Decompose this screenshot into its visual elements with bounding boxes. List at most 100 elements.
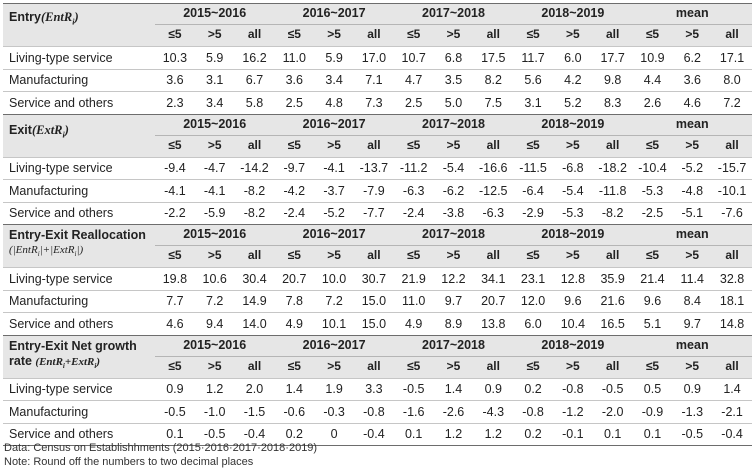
table-row: Service and others -2.2 -5.9 -8.2 -2.4 -5.2-…: [3, 201, 752, 225]
table-cell: 0.2: [285, 427, 303, 442]
table-cell: 12.2: [441, 271, 466, 286]
table-cell: -0.8: [522, 404, 544, 419]
table-cell: -5.1: [681, 206, 704, 221]
row-label: Manufacturing: [9, 183, 89, 198]
table-cell: -7.7: [363, 206, 385, 221]
table-row: Living-type service -9.4 -4.7 -14.2 -9.7 -4.…: [3, 156, 752, 180]
section-title: Exit(ExtRi): [3, 115, 155, 157]
row-values: 0.9 1.2 2.0 1.4 1.9 3.3 -0.5 1.4 0.9 0.2 -0.8 -0.5 0…: [155, 382, 752, 396]
row-values: 4.6 9.4 14.0 4.9 10.1 15.0 4.9 8.9 13.8 6.0 10.4 16…: [155, 317, 752, 331]
subheader-gt5: >5: [327, 248, 341, 262]
table-cell: 9.8: [603, 73, 622, 88]
table-cell: 35.9: [600, 271, 625, 286]
subheader-all: all: [725, 248, 739, 262]
section-formula: (|EntRi|+|ExtRi|): [9, 244, 84, 259]
table-row: Manufacturing 3.6 3.1 6.7 3.6 3.4 7.1 4.7 3.5 8.…: [3, 68, 752, 92]
table-cell: -13.7: [359, 161, 389, 176]
table-cell: 5.0: [444, 95, 463, 110]
table-cell: -3.7: [323, 183, 345, 198]
period-header: 2018~2019: [541, 6, 605, 20]
table-cell: -6.2: [442, 183, 465, 198]
period-header: 2016~2017: [302, 116, 366, 131]
row-values: 10.3 5.9 16.2 11.0 5.9 17.0 10.7 6.8 17.5 11.7 6.0…: [155, 51, 752, 65]
table-cell: 30.7: [361, 271, 387, 286]
subheader-all: all: [367, 248, 381, 262]
subheader-all: all: [486, 358, 500, 373]
table-cell: 4.6: [683, 95, 701, 110]
table-cell: 21.4: [640, 271, 665, 286]
subheader-gt5: >5: [207, 248, 222, 262]
row-label: Service and others: [9, 206, 114, 221]
subheader-row: ≤5 >5 all ≤5 >5 all ≤5 >5 all ≤5 >5 all ≤5 >5 all: [155, 24, 752, 43]
table-cell: 5.1: [643, 316, 662, 331]
table-cell: 10.7: [401, 50, 426, 65]
table-cell: -5.2: [681, 161, 704, 176]
table-cell: 1.4: [285, 382, 303, 397]
table-cell: 0.1: [603, 427, 622, 442]
table-cell: 7.2: [325, 294, 343, 309]
subheader-all: all: [605, 27, 620, 41]
period-header: mean: [675, 6, 709, 20]
table-cell: -6.3: [482, 206, 505, 221]
table-cell: 7.2: [206, 294, 224, 309]
table-cell: -0.4: [721, 427, 743, 442]
section-entry: Entry(EntRi) 2015~2016 2016~2017 2017~20…: [3, 3, 752, 114]
table-cell: 15.0: [361, 316, 387, 331]
subheader-le5: ≤5: [407, 358, 421, 373]
table-cell: 5.6: [524, 73, 542, 88]
period-header: 2015~2016: [183, 6, 247, 20]
subheader-gt5: >5: [566, 358, 580, 373]
row-values: 0.1 -0.5 -0.4 0.2 0 -0.4 0.1 1.2 1.2 0.2 -0.1 0.1 0.…: [155, 427, 752, 441]
subheader-le5: ≤5: [407, 27, 421, 41]
table-cell: 11.0: [401, 294, 426, 309]
table-cell: 9.7: [444, 294, 463, 309]
table-cell: 0.1: [643, 427, 662, 442]
row-values: 2.3 3.4 5.8 2.5 4.8 7.3 2.5 5.0 7.5 3.1 5.2 8.3 2.6 4…: [155, 96, 752, 110]
table-cell: 6.0: [524, 316, 542, 331]
source-note: Data: Census on Establishhments (2015·20…: [4, 442, 318, 454]
table-cell: 1.2: [206, 382, 224, 397]
row-values: -0.5 -1.0 -1.5 -0.6 -0.3 -0.8 -1.6 -2.6 -4.3 -0.8…: [155, 405, 752, 419]
table-cell: 2.5: [404, 95, 423, 110]
section-formula: (EntRi): [40, 10, 79, 27]
subheader-le5: ≤5: [287, 137, 301, 152]
period-header: 2016~2017: [302, 6, 366, 20]
table-cell: 4.2: [564, 73, 582, 88]
table-cell: -11.8: [598, 183, 627, 198]
row-values: -4.1 -4.1 -8.2 -4.2 -3.7 -7.9 -6.3 -6.2 -12.5 -6.…: [155, 184, 752, 198]
table-cell: 7.7: [166, 294, 184, 309]
table-cell: 3.6: [683, 73, 701, 88]
data-table: Entry(EntRi) 2015~2016 2016~2017 2017~20…: [3, 3, 752, 446]
table-cell: 3.4: [325, 73, 343, 88]
table-cell: 23.1: [520, 271, 546, 286]
table-cell: 2.3: [166, 95, 184, 110]
row-values: -9.4 -4.7 -14.2 -9.7 -4.1 -13.7 -11.2 -5.4 -16.6…: [155, 161, 752, 175]
table-row: Service and others 0.1 -0.5 -0.4 0.2 0 -0.4 0.…: [3, 422, 752, 446]
table-cell: 0.2: [524, 427, 542, 442]
table-cell: -7.9: [363, 183, 385, 198]
row-label: Manufacturing: [9, 404, 89, 419]
period-header: 2017~2018: [422, 227, 485, 241]
row-values: 3.6 3.1 6.7 3.6 3.4 7.1 4.7 3.5 8.2 5.6 4.2 9.8 4.4 3…: [155, 73, 752, 87]
table-row: Living-type service 19.8 10.6 30.4 20.7 10.0…: [3, 267, 752, 290]
table-cell: 11.0: [282, 50, 306, 65]
table-cell: 32.8: [719, 271, 745, 286]
subheader-le5: ≤5: [168, 248, 182, 262]
table-cell: -4.1: [164, 183, 186, 198]
subheader-le5: ≤5: [526, 137, 540, 152]
table-cell: -2.0: [601, 404, 624, 419]
table-cell: 5.9: [206, 50, 224, 65]
subheader-le5: ≤5: [526, 248, 540, 262]
table-cell: 12.8: [560, 271, 586, 286]
table-cell: 8.9: [444, 316, 463, 331]
subheader-all: all: [247, 358, 262, 373]
table-cell: 8.2: [484, 73, 502, 88]
table-cell: 0.9: [683, 382, 701, 397]
subheader-gt5: >5: [327, 27, 341, 41]
table-cell: -2.9: [522, 206, 544, 221]
table-cell: -18.2: [598, 161, 627, 176]
subheader-gt5: >5: [327, 358, 341, 373]
table-cell: 4.9: [285, 316, 303, 331]
table-cell: 11.7: [521, 50, 545, 65]
table-cell: 13.8: [481, 316, 506, 331]
